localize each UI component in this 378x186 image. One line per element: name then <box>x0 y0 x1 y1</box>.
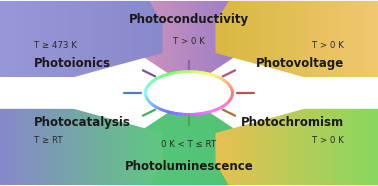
PathPatch shape <box>215 1 378 77</box>
PathPatch shape <box>215 109 378 185</box>
Text: Photochromism: Photochromism <box>241 116 344 129</box>
PathPatch shape <box>83 109 295 185</box>
Text: 0 K < T ≤ RT: 0 K < T ≤ RT <box>161 140 217 149</box>
Text: Photoconductivity: Photoconductivity <box>129 13 249 26</box>
Text: Photovoltage: Photovoltage <box>256 57 344 70</box>
PathPatch shape <box>83 109 295 185</box>
Circle shape <box>151 74 227 112</box>
Text: Photoluminescence: Photoluminescence <box>125 160 253 173</box>
Text: T > 0 K: T > 0 K <box>173 37 205 46</box>
PathPatch shape <box>83 1 295 77</box>
Polygon shape <box>163 77 215 109</box>
PathPatch shape <box>0 1 163 77</box>
PathPatch shape <box>0 1 163 77</box>
PathPatch shape <box>0 109 163 185</box>
Text: T > 0 K: T > 0 K <box>312 41 344 50</box>
Polygon shape <box>204 77 242 109</box>
PathPatch shape <box>215 109 378 185</box>
PathPatch shape <box>215 1 378 77</box>
Circle shape <box>146 72 232 114</box>
Text: T ≥ RT: T ≥ RT <box>34 136 63 145</box>
Text: T ≥ 473 K: T ≥ 473 K <box>34 41 77 50</box>
Text: Photoionics: Photoionics <box>34 57 111 70</box>
PathPatch shape <box>83 1 295 77</box>
PathPatch shape <box>0 109 163 185</box>
Circle shape <box>151 74 227 112</box>
Text: T > 0 K: T > 0 K <box>312 136 344 145</box>
Text: Photocatalysis: Photocatalysis <box>34 116 131 129</box>
Polygon shape <box>136 77 174 109</box>
